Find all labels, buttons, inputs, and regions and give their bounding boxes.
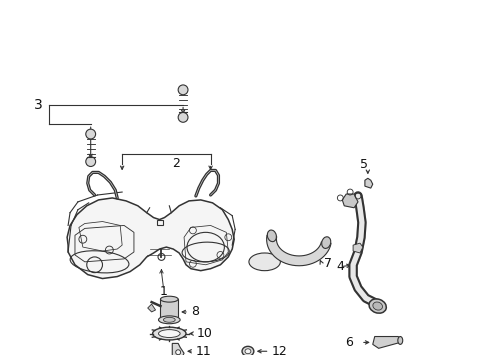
Circle shape xyxy=(178,85,187,95)
Text: 11: 11 xyxy=(196,345,211,358)
Text: 7: 7 xyxy=(323,257,331,270)
Polygon shape xyxy=(342,194,357,208)
Text: 10: 10 xyxy=(197,327,212,340)
Circle shape xyxy=(175,350,180,355)
Ellipse shape xyxy=(163,318,175,322)
Ellipse shape xyxy=(152,327,185,340)
Polygon shape xyxy=(160,299,178,318)
Polygon shape xyxy=(67,198,234,279)
Polygon shape xyxy=(352,243,362,253)
Ellipse shape xyxy=(372,302,382,310)
Circle shape xyxy=(85,157,96,166)
Ellipse shape xyxy=(242,346,253,356)
Text: 4: 4 xyxy=(336,260,344,273)
Polygon shape xyxy=(266,235,330,266)
Ellipse shape xyxy=(397,337,402,345)
Ellipse shape xyxy=(160,296,178,302)
Polygon shape xyxy=(147,304,155,312)
Text: 1: 1 xyxy=(159,285,167,298)
Polygon shape xyxy=(372,337,400,348)
Polygon shape xyxy=(364,178,372,188)
Ellipse shape xyxy=(321,237,330,248)
Text: 2: 2 xyxy=(172,157,180,170)
Ellipse shape xyxy=(248,253,280,271)
Text: 9: 9 xyxy=(291,255,300,268)
Text: 12: 12 xyxy=(271,345,286,358)
Ellipse shape xyxy=(267,230,276,242)
Text: 5: 5 xyxy=(359,158,367,171)
Ellipse shape xyxy=(368,299,386,313)
Circle shape xyxy=(85,129,96,139)
Ellipse shape xyxy=(244,349,250,354)
Text: 6: 6 xyxy=(345,336,352,349)
Ellipse shape xyxy=(158,316,180,324)
Text: 3: 3 xyxy=(34,98,42,112)
Ellipse shape xyxy=(158,330,180,338)
Text: 8: 8 xyxy=(190,305,199,319)
Circle shape xyxy=(178,112,187,122)
Polygon shape xyxy=(172,343,183,359)
